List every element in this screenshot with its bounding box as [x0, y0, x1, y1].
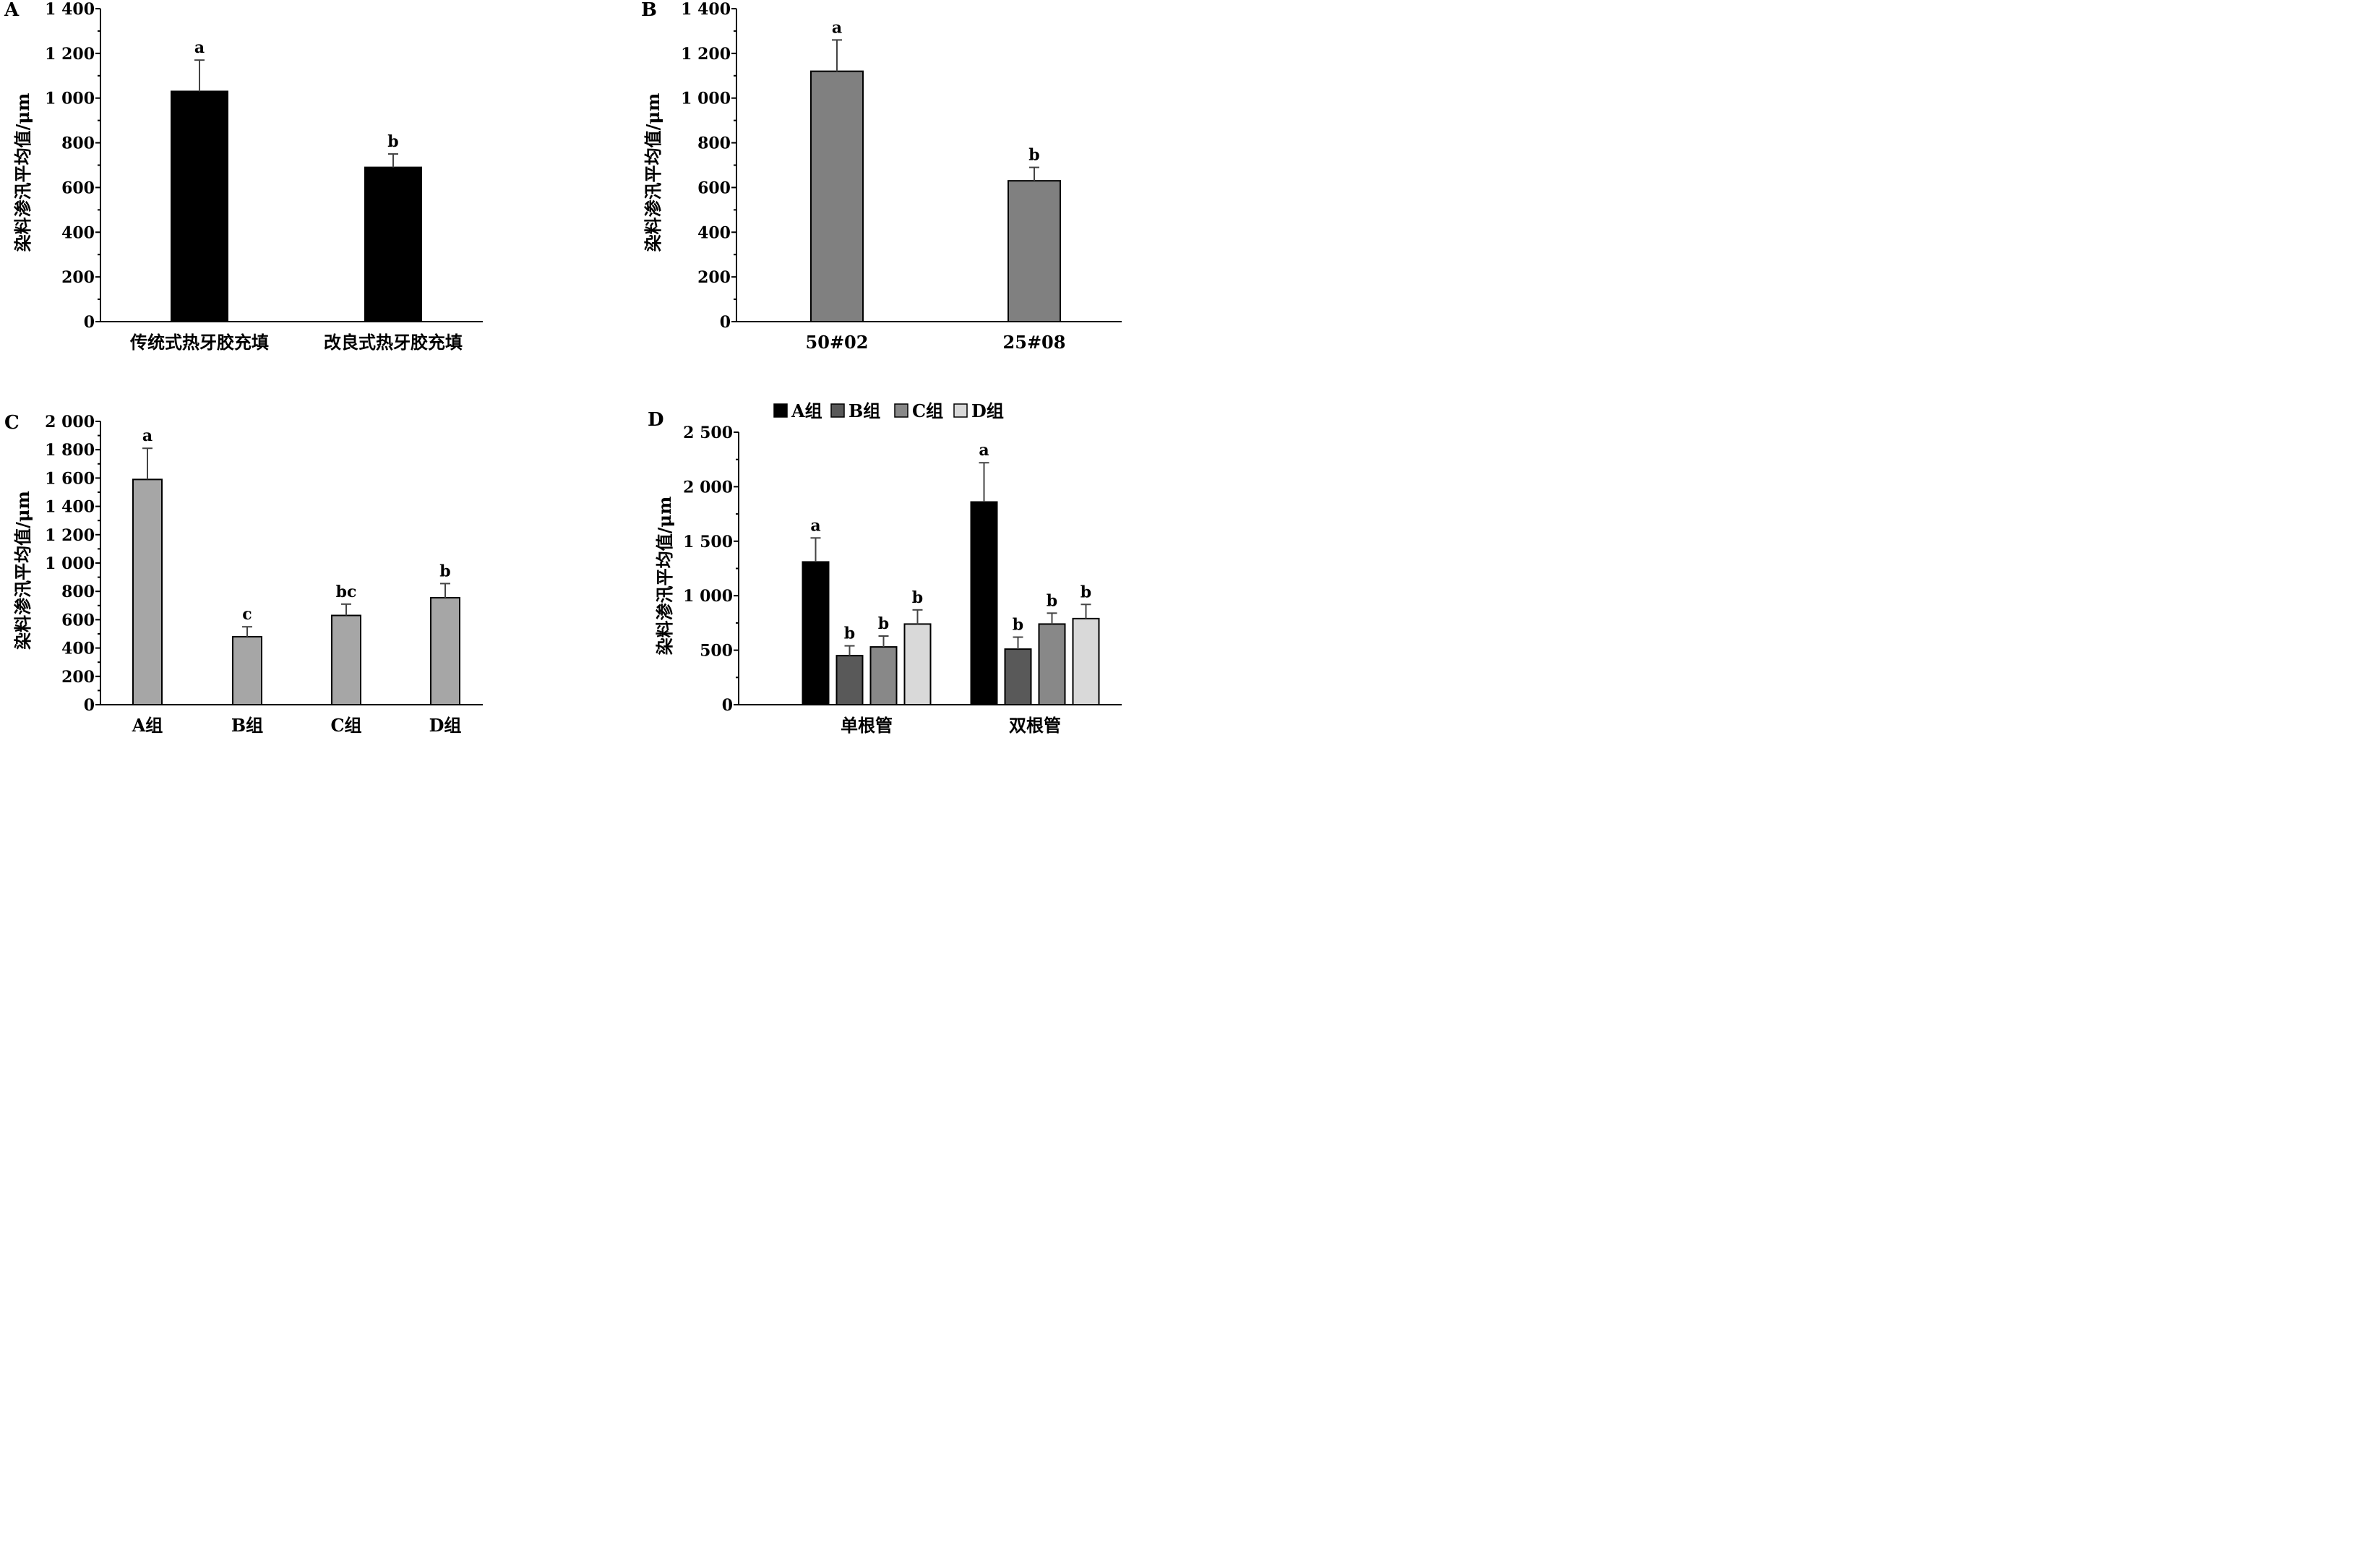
y-tick-label: 0 [84, 696, 95, 715]
legend-swatch [894, 403, 908, 418]
significance-label: b [1028, 146, 1039, 165]
y-axis-label: 染料渗汛平均值/μm [12, 93, 33, 252]
x-category-label: 双根管 [1009, 715, 1061, 736]
y-tick-label: 200 [61, 268, 95, 287]
panel-d: D 0 500 1 000 1 500 2 000 2 500 染料渗汛平均值/μm 单根管 双根… [648, 400, 1122, 736]
bar [430, 597, 460, 706]
x-category-label: B组 [231, 715, 263, 736]
y-tick-label: 2 000 [45, 413, 95, 431]
y-tick-label: 600 [61, 611, 95, 630]
y-tick-label: 1 000 [681, 90, 731, 108]
y-tick-label: 400 [697, 223, 731, 242]
y-tick-label: 600 [697, 179, 731, 197]
y-tick-label: 1 600 [45, 469, 95, 488]
significance-label: b [844, 624, 855, 643]
x-category-label: D组 [429, 715, 462, 736]
legend-label: D组 [971, 400, 1004, 421]
y-tick-label: 400 [61, 640, 95, 658]
significance-label: a [810, 516, 820, 535]
x-category-label: A组 [132, 715, 163, 736]
y-tick-label: 400 [61, 223, 95, 242]
bar [970, 501, 998, 706]
bar [1004, 648, 1032, 705]
bar [1008, 180, 1061, 322]
bar [802, 561, 830, 706]
y-tick-label: 800 [61, 583, 95, 601]
figure: A 0 200 400 600 800 1 000 1 200 1 400 染料渗汛平均值/μm 传… [4, 0, 1122, 736]
y-tick-label: 0 [722, 696, 733, 715]
significance-label: b [1047, 591, 1057, 610]
panel-b: B 0 200 400 600 800 1 000 1 200 1 400 染料渗汛平均值/μm 5… [641, 0, 1122, 353]
y-tick-label: 0 [720, 313, 731, 332]
y-tick-label: 500 [700, 642, 733, 661]
bar [331, 614, 361, 706]
y-tick-label: 1 000 [45, 554, 95, 573]
legend-swatch [953, 403, 968, 418]
y-tick-label: 2 000 [683, 478, 733, 497]
legend-swatch [830, 403, 845, 418]
y-axis-label: 染料渗汛平均值/μm [654, 497, 675, 656]
bar [835, 655, 864, 706]
bar [171, 90, 228, 323]
panel-label: A [4, 0, 20, 21]
significance-label: b [912, 588, 923, 607]
significance-label: bc [336, 583, 357, 601]
significance-label: c [242, 605, 252, 624]
legend-swatch [773, 403, 788, 418]
y-tick-label: 200 [61, 668, 95, 687]
panel-label: D [648, 409, 664, 431]
significance-label: b [387, 132, 398, 151]
legend-label: C组 [912, 400, 943, 421]
y-tick-label: 1 200 [45, 526, 95, 545]
significance-label: b [1013, 616, 1023, 635]
significance-label: a [979, 441, 989, 460]
significance-label: b [1081, 583, 1091, 601]
x-category-label: 改良式热牙胶充填 [324, 332, 463, 353]
significance-label: a [142, 426, 152, 445]
x-category-label: 单根管 [841, 715, 893, 736]
panel-label: B [641, 0, 657, 21]
bar [364, 166, 422, 322]
x-category-label: C组 [330, 715, 361, 736]
y-tick-label: 1 200 [681, 45, 731, 64]
y-tick-label: 1 200 [45, 45, 95, 64]
y-tick-label: 1 400 [45, 498, 95, 517]
y-tick-label: 600 [61, 179, 95, 197]
panel-label: C [4, 412, 20, 434]
legend-label: A组 [791, 400, 822, 421]
x-category-label: 50#02 [806, 332, 869, 353]
bar [132, 478, 163, 705]
x-category-label: 25#08 [1003, 332, 1066, 353]
x-category-label: 传统式热牙胶充填 [129, 332, 269, 353]
y-tick-label: 1 800 [45, 441, 95, 460]
y-tick-label: 2 500 [683, 424, 733, 442]
y-tick-label: 1 400 [681, 0, 731, 19]
y-axis-label: 染料渗汛平均值/μm [12, 491, 33, 650]
bar [903, 623, 932, 706]
significance-label: a [194, 38, 205, 57]
y-tick-label: 1 500 [683, 533, 733, 551]
bar [232, 635, 262, 705]
legend-label: B组 [849, 400, 880, 421]
significance-label: a [832, 18, 842, 37]
bar [1038, 623, 1066, 706]
bar [810, 70, 864, 322]
y-tick-label: 0 [84, 313, 95, 332]
panel-a: A 0 200 400 600 800 1 000 1 200 1 400 染料渗汛平均值/μm 传… [4, 0, 483, 353]
y-tick-label: 1 400 [45, 0, 95, 19]
y-tick-label: 1 000 [683, 587, 733, 606]
y-tick-label: 800 [697, 134, 731, 153]
significance-label: b [439, 562, 450, 580]
panel-c: C 0 200 400 600 800 1 000 1 200 1 400 1 600 1 800 2… [4, 412, 483, 736]
y-tick-label: 200 [697, 268, 731, 287]
bar [1072, 617, 1100, 705]
significance-label: b [878, 614, 889, 633]
y-axis-label: 染料渗汛平均值/μm [643, 93, 663, 252]
bar [869, 646, 898, 705]
y-tick-label: 800 [61, 134, 95, 153]
y-tick-label: 1 000 [45, 90, 95, 108]
